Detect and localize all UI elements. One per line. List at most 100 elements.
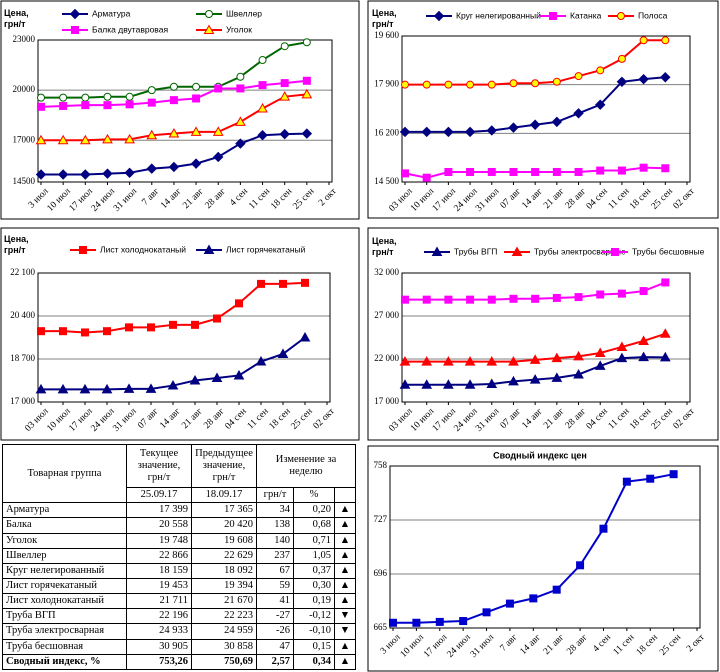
marker: [505, 599, 514, 608]
marker: [422, 80, 431, 89]
table-cell: 0,71: [293, 532, 335, 549]
table-cell: 19 453: [126, 577, 192, 595]
marker: [486, 356, 498, 366]
table-row: Труба электросварная 24 933 24 959 -26 -0,10…: [2, 623, 356, 640]
table-cell: ▲: [334, 502, 356, 519]
marker: [257, 130, 268, 141]
table-cell: 20 420: [191, 517, 257, 534]
y-tick-label: 17 000: [374, 396, 399, 406]
marker: [211, 372, 223, 382]
marker: [444, 295, 453, 304]
marker: [236, 84, 245, 93]
table-cell: Лист горячекатаный: [2, 577, 127, 595]
marker: [622, 477, 631, 486]
x-tick-label: 10 июл: [46, 186, 73, 213]
x-tick-label: 31 июл: [469, 632, 496, 659]
marker: [487, 80, 496, 89]
marker: [482, 608, 491, 617]
x-tick-label: 21 авг: [180, 407, 204, 431]
legend-label: Трубы бесшовные: [632, 246, 705, 256]
table-cell: 22 196: [126, 608, 192, 625]
marker: [669, 470, 678, 479]
marker: [236, 72, 245, 81]
marker: [102, 168, 113, 179]
marker: [552, 293, 561, 302]
marker: [57, 169, 69, 180]
legend-label: Полоса: [638, 10, 668, 20]
table-cell: 1,05: [293, 547, 335, 564]
table-cell: 24 959: [191, 623, 257, 640]
table-cell: 47: [256, 638, 294, 655]
legend-label: Трубы электросварные: [534, 246, 626, 256]
panel: [367, 445, 719, 672]
marker: [190, 158, 202, 169]
marker: [459, 617, 468, 626]
table-cell: -0,10: [293, 623, 335, 640]
x-tick-label: 11 сен: [607, 407, 632, 432]
marker: [421, 379, 433, 389]
x-tick-label: 14 авг: [520, 187, 544, 211]
marker: [444, 167, 453, 176]
marker: [280, 42, 289, 51]
x-tick-label: 14 авг: [520, 407, 544, 431]
marker: [191, 320, 199, 329]
marker: [529, 354, 541, 364]
table-cell: 19 748: [126, 532, 192, 549]
table-row: Труба ВГП 22 196 22 223 -27 -0,12 ▼: [2, 608, 356, 625]
marker: [255, 356, 267, 366]
marker: [421, 126, 432, 138]
header-cell: Изменение за неделю: [256, 443, 356, 489]
marker: [531, 294, 540, 303]
marker: [639, 163, 648, 172]
marker: [399, 356, 411, 366]
y-tick-label: 32 000: [374, 267, 399, 277]
table-cell: Балка: [2, 517, 127, 534]
marker: [147, 323, 155, 332]
x-tick-label: 14 авг: [158, 407, 182, 431]
marker: [235, 116, 246, 126]
table-cell: Труба электросварная: [2, 623, 127, 640]
x-tick-label: 10 июл: [399, 632, 426, 659]
marker: [660, 72, 671, 83]
marker: [401, 80, 409, 89]
marker: [639, 287, 648, 296]
table-cell: 34: [256, 502, 294, 519]
y-tick-label: 18 700: [10, 353, 35, 363]
marker: [279, 128, 290, 140]
table-cell: Швеллер: [2, 547, 127, 564]
marker: [125, 100, 134, 109]
panel: [367, 0, 719, 219]
x-tick-label: 02 окт: [312, 406, 338, 432]
marker: [638, 73, 649, 85]
marker: [57, 134, 69, 145]
x-tick-label: 28 авг: [565, 633, 589, 657]
y-axis-label: Цена, грн/т: [4, 234, 29, 255]
marker: [617, 166, 626, 175]
marker: [169, 96, 178, 105]
plot-area: [389, 465, 701, 629]
table-cell: Труба ВГП: [2, 608, 127, 625]
marker: [190, 126, 202, 136]
legend-label: Круг нелегированный: [456, 10, 541, 20]
marker: [466, 80, 475, 89]
table-cell: 22 629: [191, 547, 257, 564]
marker: [531, 167, 540, 176]
legend-label: Швеллер: [226, 8, 262, 18]
x-tick-label: 02 окт: [672, 406, 698, 432]
marker: [611, 248, 619, 256]
marker: [511, 246, 523, 256]
y-tick-label: 758: [374, 460, 388, 470]
table-cell: 140: [256, 532, 294, 549]
y-tick-label: 696: [374, 568, 388, 578]
marker: [37, 327, 45, 336]
header-cell: 18.09.17: [191, 487, 257, 504]
marker: [101, 383, 113, 394]
marker: [59, 101, 68, 110]
marker: [529, 594, 538, 603]
marker: [79, 134, 91, 145]
marker: [573, 108, 584, 119]
table-cell: 0,30: [293, 577, 335, 595]
y-tick-label: 20 400: [10, 310, 35, 320]
table-cell: 0,19: [293, 593, 335, 610]
